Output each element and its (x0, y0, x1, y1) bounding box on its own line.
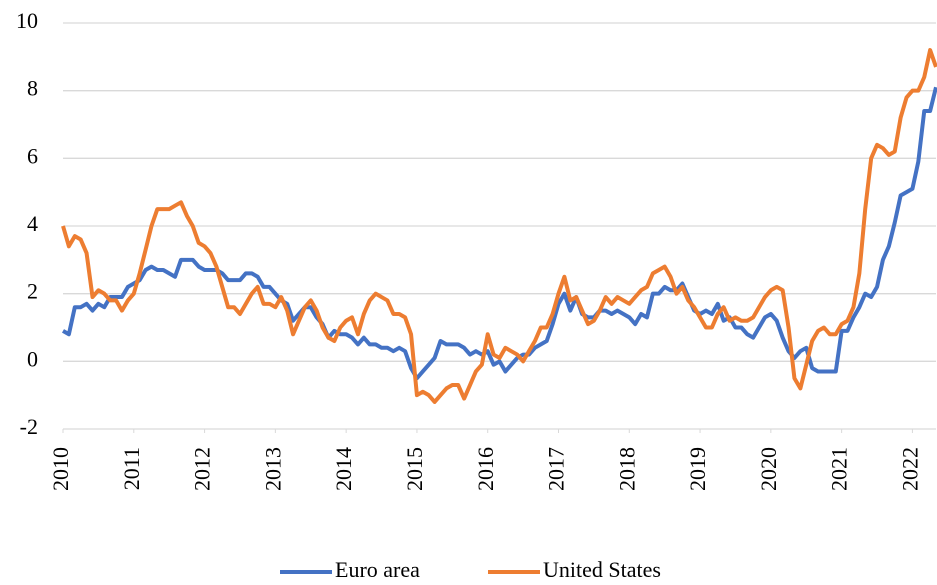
x-tick-label: 2022 (897, 447, 922, 491)
x-tick-label: 2011 (119, 447, 144, 490)
x-tick-label: 2012 (190, 447, 215, 491)
x-tick-label: 2021 (827, 447, 852, 491)
y-tick-label: -2 (20, 414, 38, 439)
x-tick-label: 2017 (544, 447, 569, 491)
x-tick-label: 2016 (473, 447, 498, 491)
y-tick-label: 8 (27, 76, 38, 101)
legend-label: Euro area (335, 557, 420, 582)
x-tick-label: 2019 (685, 447, 710, 491)
y-tick-label: 4 (27, 211, 38, 236)
y-tick-label: 2 (27, 279, 38, 304)
y-tick-label: 10 (16, 8, 38, 33)
x-tick-label: 2014 (331, 447, 356, 491)
x-tick-label: 2018 (614, 447, 639, 491)
series-line (61, 48, 937, 404)
y-tick-label: 0 (27, 346, 38, 371)
x-tick-label: 2013 (260, 447, 285, 491)
x-tick-label: 2010 (48, 447, 73, 491)
legend-label: United States (543, 557, 661, 582)
y-tick-label: 6 (27, 143, 38, 168)
x-tick-label: 2020 (756, 447, 781, 491)
x-tick-label: 2015 (402, 447, 427, 491)
